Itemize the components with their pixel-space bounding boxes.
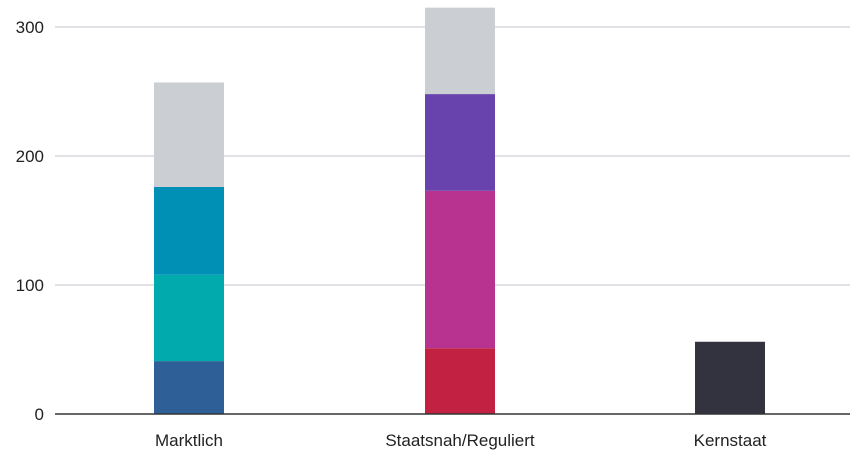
bars <box>154 7 765 414</box>
x-category-label: Marktlich <box>155 431 223 450</box>
labels: 0 100 200 300 Marktlich Staatsnah/Reguliert Ke… <box>16 18 767 450</box>
x-category-label: Staatsnah/Reguliert <box>385 431 535 450</box>
y-tick-label: 300 <box>16 18 44 37</box>
bar-segment-0-2 <box>154 186 224 275</box>
bar-segment-0-3 <box>154 82 224 187</box>
bar-segment-2-0 <box>695 341 765 414</box>
bar-segment-1-2 <box>425 94 495 191</box>
bar-segment-0-0 <box>154 361 224 414</box>
y-tick-label: 200 <box>16 147 44 166</box>
x-category-label: Kernstaat <box>694 431 767 450</box>
y-tick-label: 100 <box>16 276 44 295</box>
bar-segment-1-0 <box>425 348 495 414</box>
bar-segment-1-3 <box>425 7 495 95</box>
bar-segment-1-1 <box>425 190 495 349</box>
bar-segment-0-1 <box>154 274 224 362</box>
y-tick-label: 0 <box>35 405 44 424</box>
